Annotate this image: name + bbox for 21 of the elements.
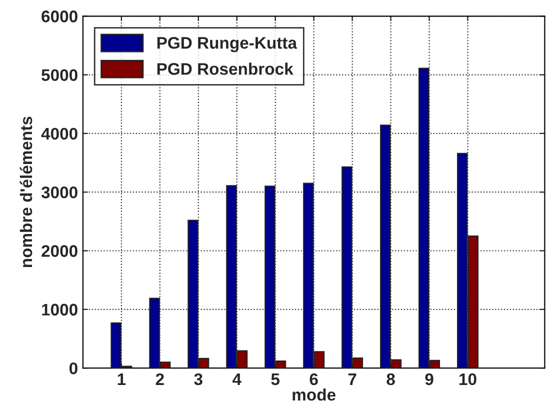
legend-label: PGD Rosenbrock (157, 62, 294, 75)
x-tick-label: 4 (232, 374, 242, 385)
x-axis-title: mode (292, 388, 336, 401)
x-tick-label: 5 (271, 374, 280, 386)
y-tick-label: 5000 (42, 69, 78, 81)
x-tick-label: 3 (194, 373, 202, 386)
y-tick-label: 4000 (41, 128, 78, 140)
x-tick-label: 10 (460, 373, 476, 386)
x-tick-label: 2 (156, 373, 164, 385)
y-tick-label: 1000 (42, 304, 78, 316)
x-tick-label: 6 (310, 373, 318, 386)
y-tick-label: 3000 (41, 186, 78, 198)
y-tick-label: 0 (69, 362, 78, 374)
x-tick-label: 1 (118, 374, 126, 385)
x-tick-label: 9 (425, 373, 434, 386)
x-tick-label: 7 (348, 374, 356, 385)
y-axis-title: nombre d'éléments (20, 116, 32, 268)
y-tick-label: 2000 (42, 245, 78, 257)
legend-label: PGD Runge-Kutta (157, 37, 298, 52)
y-tick-label: 6000 (42, 10, 78, 22)
x-tick-label: 8 (386, 373, 395, 386)
